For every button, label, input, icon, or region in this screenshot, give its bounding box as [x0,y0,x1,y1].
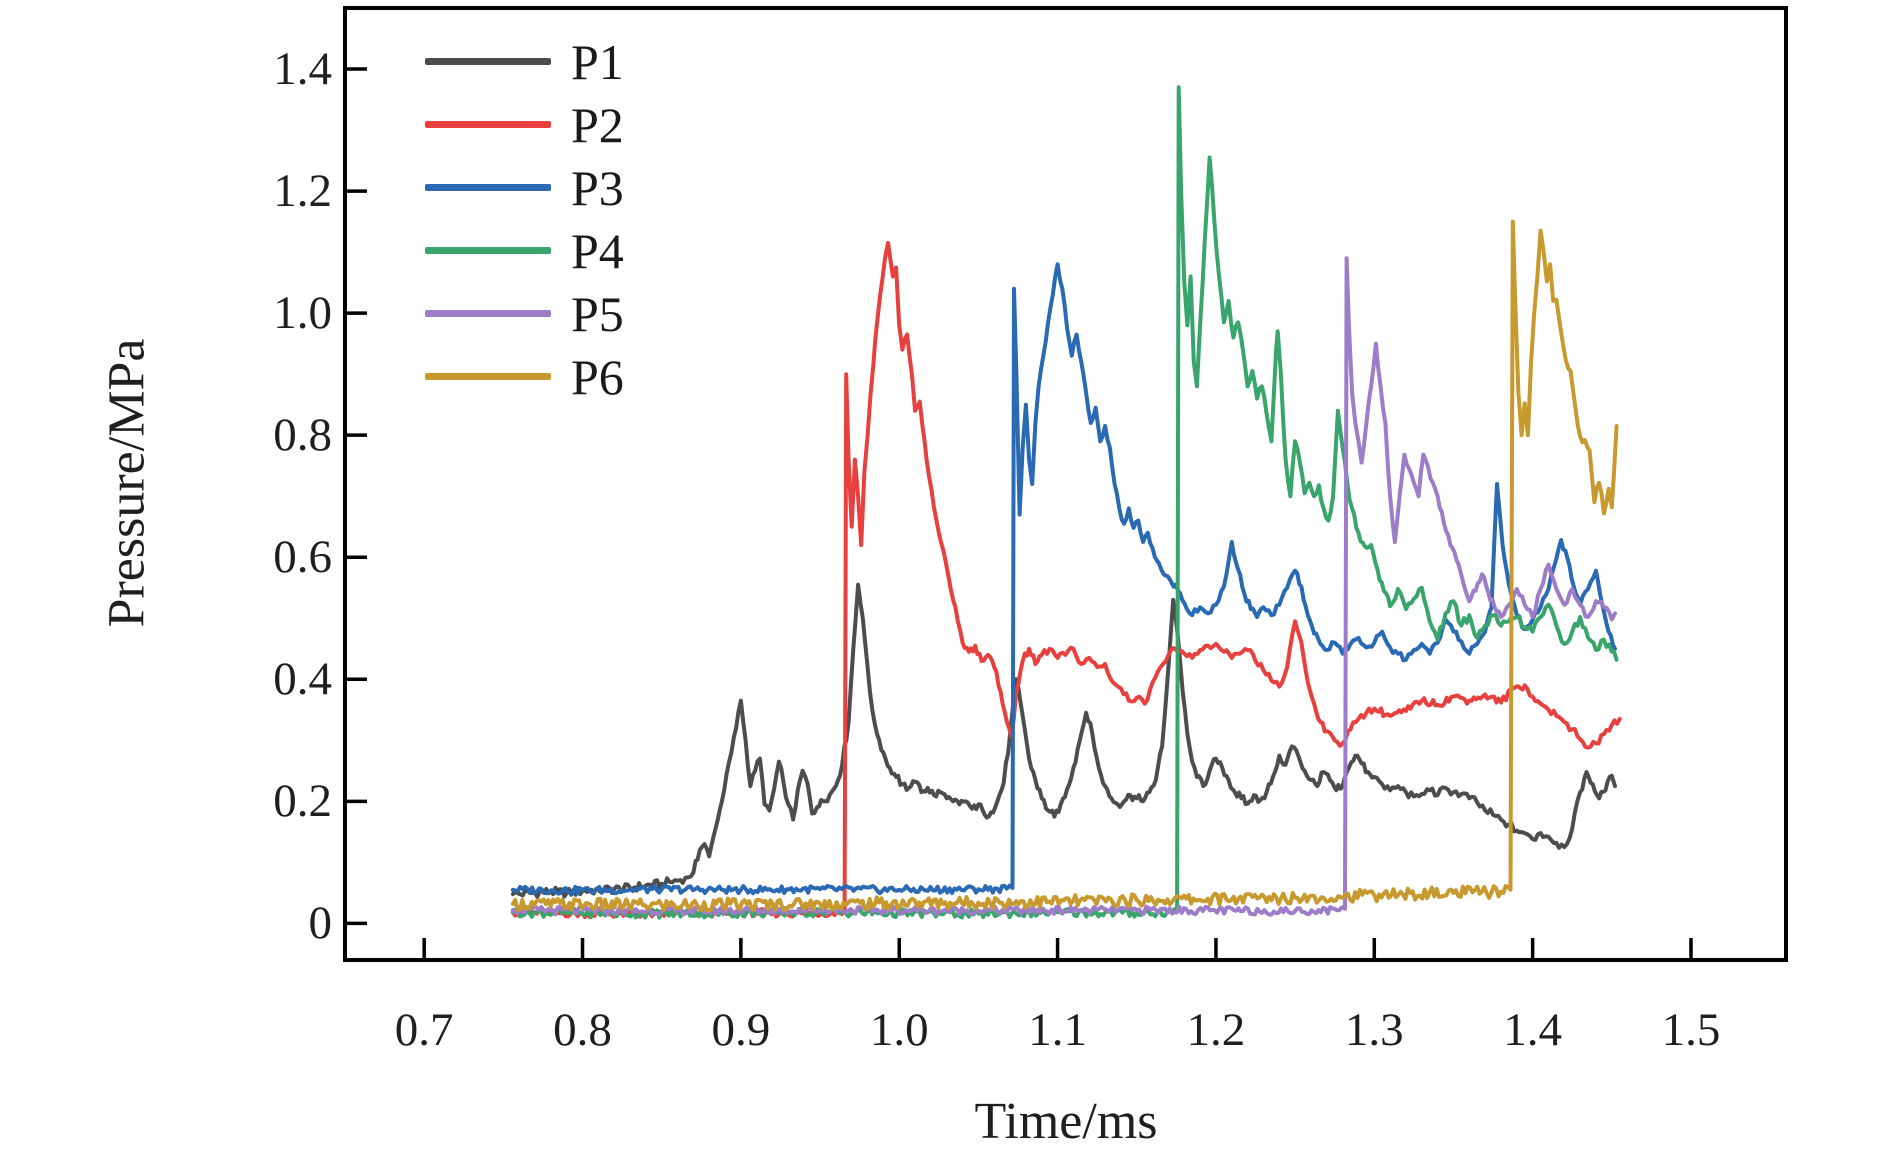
y-tick-label: 0.6 [273,531,332,584]
axis-ticks [345,67,1693,960]
x-tick-label: 1.1 [1028,1004,1087,1056]
legend-label: P2 [571,96,624,153]
legend-swatch-P5 [425,310,551,317]
series-P2-line [510,240,1622,920]
x-tick-label: 1.3 [1344,1004,1404,1056]
legend-label: P3 [571,159,624,216]
x-tick-label: 0.8 [553,1004,612,1056]
y-tick-label: 0.4 [273,653,332,706]
y-tick-label: 0 [308,897,333,950]
x-tick-label: 1.4 [1503,1004,1562,1056]
y-tick-label: 0.2 [273,775,332,828]
legend-swatch-P3 [425,184,551,191]
y-tick-label: 1.2 [273,165,332,218]
legend-entry-P5: P5 [425,282,624,345]
legend-label: P4 [571,222,624,279]
x-tick-label: 1.5 [1661,1004,1721,1056]
legend: P1 P2 P3 P4 P5 P6 [425,30,624,408]
series-P3-line [510,262,1617,896]
series-P6-line [510,219,1619,913]
x-axis-label: Time/ms [974,1093,1158,1150]
legend-swatch-P6 [425,373,551,380]
x-tick-label: 1.2 [1186,1004,1246,1056]
y-tick-label: 0.8 [273,409,332,462]
legend-swatch-P1 [425,58,551,65]
legend-label: P6 [571,348,624,405]
x-tick-label: 1.0 [869,1004,929,1056]
series-P5-line [510,256,1617,917]
legend-label: P5 [571,285,624,342]
legend-entry-P3: P3 [425,156,624,219]
legend-swatch-P4 [425,247,551,254]
series-P1-line [510,582,1617,899]
series-group [510,85,1622,920]
y-axis-label: Pressure/MPa [98,338,156,628]
y-tick-label: 1.0 [273,287,332,340]
legend-entry-P6: P6 [425,345,624,408]
y-tick-label: 1.4 [273,43,332,96]
legend-label: P1 [571,33,624,90]
x-tick-label: 0.9 [711,1004,771,1056]
legend-entry-P1: P1 [425,30,624,93]
plot-frame [343,6,1788,962]
x-tick-label: 0.7 [394,1004,454,1056]
legend-swatch-P2 [425,121,551,128]
legend-entry-P2: P2 [425,93,624,156]
legend-entry-P4: P4 [425,219,624,282]
